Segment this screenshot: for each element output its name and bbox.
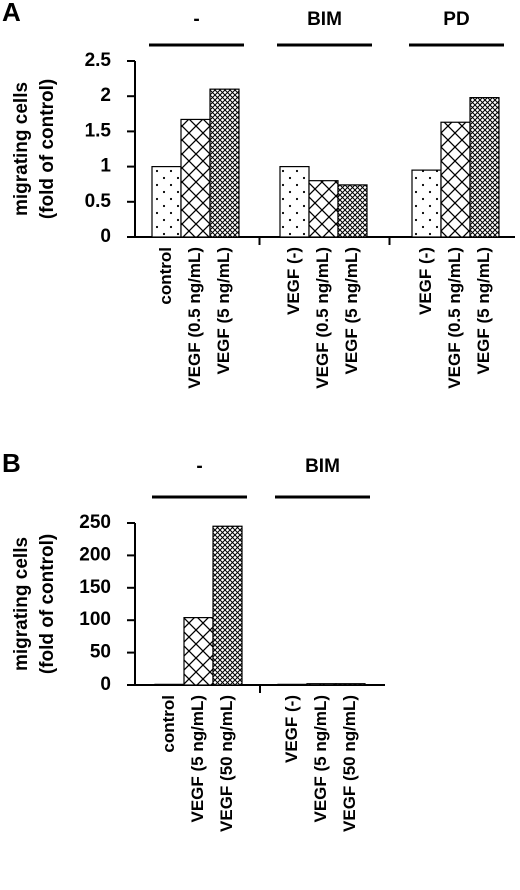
bar	[183, 617, 214, 686]
bar	[279, 166, 310, 238]
bar	[469, 97, 500, 238]
x-tick-label: VEGF (5 ng/mL)	[214, 247, 233, 375]
bar	[335, 683, 366, 686]
x-tick-label: control	[159, 695, 178, 753]
panel-label: A	[2, 0, 21, 27]
y-axis-label: (fold of control)	[37, 534, 58, 674]
x-tick-label: VEGF (50 ng/mL)	[217, 695, 236, 832]
y-tick-label: 0.5	[85, 191, 112, 212]
x-tick-label: VEGF (5 ng/mL)	[188, 695, 207, 823]
x-tick-label: VEGF (5 ng/mL)	[474, 247, 493, 375]
y-tick-label: 1.5	[85, 120, 112, 141]
y-tick-label: 100	[79, 609, 111, 630]
bar	[151, 166, 182, 238]
x-tick-label: VEGF (50 ng/mL)	[340, 695, 359, 832]
x-tick-label: control	[156, 247, 175, 305]
bar	[154, 683, 185, 686]
group-label: -	[193, 9, 199, 30]
y-tick-label: 200	[79, 544, 111, 565]
bar	[337, 184, 368, 238]
bar	[212, 525, 243, 686]
y-tick-label: 0	[100, 674, 111, 695]
x-tick-label: VEGF (-)	[284, 247, 303, 315]
y-tick-label: 1	[100, 156, 111, 177]
y-axis-label: (fold of control)	[37, 79, 58, 219]
x-tick-label: VEGF (5 ng/mL)	[342, 247, 361, 375]
group-label: PD	[443, 9, 469, 30]
bar	[277, 683, 308, 686]
x-tick-label: VEGF (0.5 ng/mL)	[445, 247, 464, 389]
x-tick-label: VEGF (0.5 ng/mL)	[313, 247, 332, 389]
x-tick-label: VEGF (0.5 ng/mL)	[185, 247, 204, 389]
group-label: BIM	[305, 456, 340, 477]
y-tick-label: 150	[79, 577, 111, 598]
x-tick-label: VEGF (-)	[282, 695, 301, 763]
bar	[180, 118, 211, 238]
panel-label: B	[2, 448, 21, 478]
bar	[308, 180, 339, 238]
y-tick-label: 0	[100, 226, 111, 247]
bar	[209, 88, 240, 238]
bar	[411, 169, 442, 238]
y-tick-label: 2	[100, 85, 111, 106]
bar	[440, 121, 471, 238]
y-tick-label: 50	[90, 642, 111, 663]
y-axis-label: migrating cells	[11, 537, 32, 671]
y-tick-label: 250	[79, 512, 111, 533]
bar	[306, 683, 337, 686]
group-label: BIM	[307, 9, 342, 30]
group-label: -	[196, 456, 202, 477]
x-tick-label: VEGF (5 ng/mL)	[311, 695, 330, 823]
y-axis-label: migrating cells	[11, 82, 32, 216]
y-tick-label: 2.5	[85, 50, 112, 71]
x-tick-label: VEGF (-)	[416, 247, 435, 315]
